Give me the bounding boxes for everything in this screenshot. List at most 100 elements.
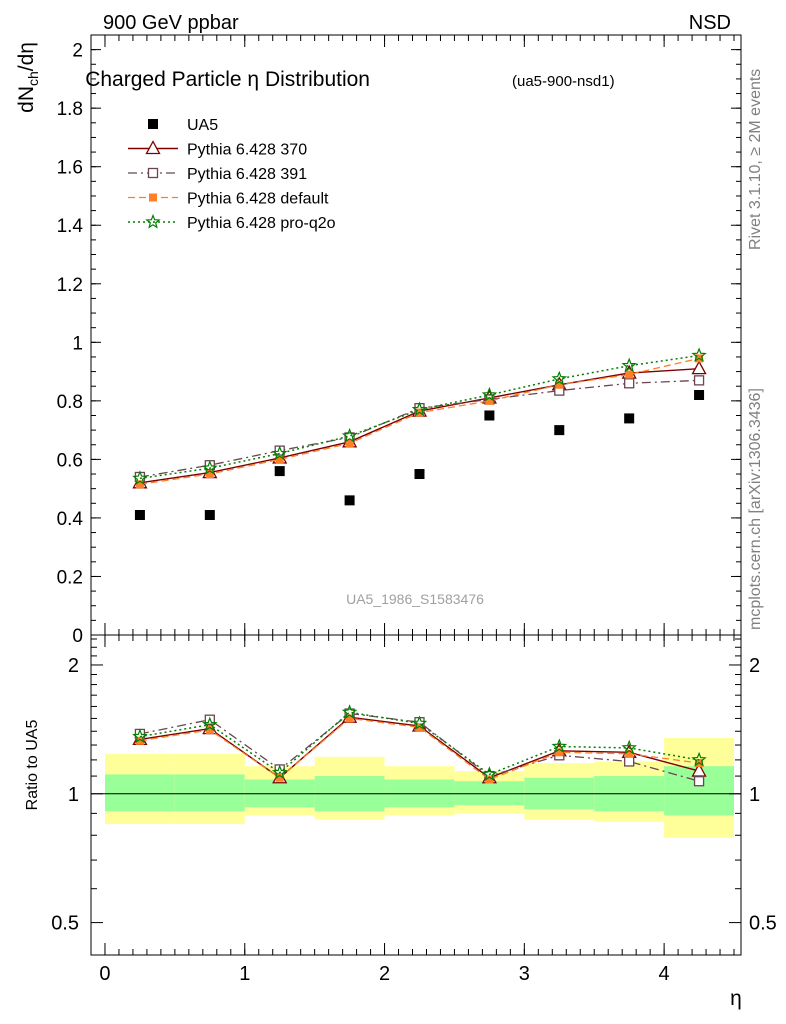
ratio-y-tick-label: 1: [68, 784, 79, 806]
main-y-tick-label: 1.2: [57, 275, 83, 296]
main-y-tick-label: 1.4: [57, 216, 84, 237]
legend: UA5 Pythia 6.428 370 Pythia 6.428 391 Pythi…: [128, 117, 336, 232]
legend-marker-4: [145, 213, 161, 229]
series-point-4: [201, 460, 218, 475]
ratio-plot-frame: [90, 634, 742, 956]
ratio-point-4: [341, 704, 358, 719]
series-point-0: [484, 410, 495, 421]
series-point-3: [275, 455, 284, 464]
ratio-band-inner: [104, 774, 175, 812]
main-y-tick-label: 0: [72, 626, 83, 647]
ratio-point-3: [345, 714, 354, 723]
ratio-y-tick-label-right: 0.5: [749, 913, 777, 935]
ratio-bands: [104, 738, 735, 838]
ratio-point-3: [275, 773, 284, 782]
series-line-4: [139, 354, 700, 480]
series-point-0: [554, 425, 565, 436]
ratio-point-4: [691, 751, 707, 767]
x-tick-label: 0: [99, 963, 110, 985]
series-point-1: [691, 360, 707, 375]
series-point-4: [411, 401, 428, 417]
watermark: UA5_1986_S1583476: [346, 591, 484, 607]
ratio-point-3: [485, 775, 494, 784]
series-point-2: [693, 375, 705, 386]
rivet-label: Rivet 3.1.10, ≥ 2M events: [747, 69, 764, 250]
plot-subtitle: (ua5-900-nsd1): [512, 73, 615, 90]
ratio-panel: 0.5 0.5 1 1 2 2 0 1 2 3 4: [51, 634, 777, 985]
series-line-1: [139, 368, 700, 484]
main-series-area: [132, 347, 707, 520]
series-point-3: [345, 439, 354, 448]
ratio-band-inner: [174, 774, 245, 812]
ratio-point-4: [481, 766, 498, 781]
series-point-0: [624, 413, 635, 424]
series-point-0: [134, 510, 145, 520]
main-y-tick-label: 1.6: [57, 158, 83, 179]
main-y-tick-label: 0.6: [57, 450, 83, 471]
x-axis-label: η: [730, 987, 742, 1010]
series-point-4: [132, 470, 148, 486]
main-panel: 0 0.2 0.4 0.6 0.8 1 1.2 1.4 1.6 1.8 2: [57, 34, 742, 647]
legend-label: Pythia 6.428 default: [187, 191, 329, 208]
legend-marker-3: [149, 193, 157, 202]
ratio-y-tick-label: 2: [68, 655, 79, 677]
series-point-4: [621, 357, 638, 373]
ratio-y-axis-label: Ratio to UA5: [24, 720, 41, 811]
x-tick-label: 2: [379, 963, 390, 985]
series-point-0: [694, 390, 705, 400]
ratio-y-tick-label: 0.5: [51, 913, 79, 935]
main-y-tick-label: 0.8: [57, 392, 83, 413]
legend-label: Pythia 6.428 370: [187, 142, 307, 159]
plot-title: Charged Particle η Distribution: [85, 68, 370, 91]
series-point-0: [204, 510, 215, 520]
ratio-y-tick-label-right: 2: [749, 655, 760, 677]
ratio-point-3: [135, 736, 144, 745]
ratio-point-3: [555, 748, 564, 757]
series-point-0: [414, 469, 425, 480]
legend-label: Pythia 6.428 pro-q2o: [187, 215, 336, 232]
x-tick-label: 3: [519, 963, 530, 985]
main-y-tick-label: 2: [72, 41, 83, 62]
ratio-band-inner: [454, 781, 525, 806]
series-point-4: [271, 445, 288, 461]
ratio-series-area: [132, 704, 707, 787]
series-line-2: [139, 379, 700, 478]
ratio-point-4: [411, 715, 428, 731]
ratio-point-4: [551, 738, 568, 754]
ratio-point-3: [625, 749, 634, 758]
main-y-tick-label: 0.2: [57, 567, 83, 588]
main-y-tick-label: 0.4: [57, 509, 84, 530]
legend-label: Pythia 6.428 391: [187, 166, 307, 183]
series-point-4: [481, 386, 498, 402]
series-point-4: [551, 370, 568, 386]
series-point-3: [625, 370, 634, 379]
series-point-2: [624, 378, 635, 389]
legend-marker-1: [145, 140, 161, 155]
mcplots-label: mcplots.cern.ch [arXiv:1306.3436]: [747, 388, 764, 630]
ratio-y-tick-label-right: 1: [749, 784, 760, 806]
legend-marker-0: [148, 119, 158, 129]
legend-marker-2: [147, 167, 159, 179]
ratio-point-4: [271, 764, 288, 780]
series-point-4: [341, 427, 358, 443]
header-left: 900 GeV ppbar: [103, 12, 239, 34]
ratio-point-4: [201, 716, 218, 732]
series-line-3: [139, 357, 700, 485]
series-point-0: [344, 495, 355, 506]
ratio-point-3: [205, 725, 214, 734]
main-y-axis-label: dNch/dη: [15, 42, 41, 113]
series-point-3: [205, 470, 214, 479]
ratio-point-2: [624, 756, 635, 767]
ratio-point-3: [415, 723, 424, 732]
series-point-3: [485, 396, 494, 405]
series-point-0: [274, 466, 285, 477]
series-point-3: [555, 380, 564, 389]
ratio-point-2: [693, 776, 705, 787]
series-point-3: [135, 480, 144, 489]
main-y-tick-label: 1: [72, 333, 83, 354]
main-y-tick-label: 1.8: [57, 99, 83, 120]
x-tick-label: 4: [659, 963, 670, 985]
header-right: NSD: [689, 12, 731, 34]
x-tick-label: 1: [239, 963, 250, 985]
